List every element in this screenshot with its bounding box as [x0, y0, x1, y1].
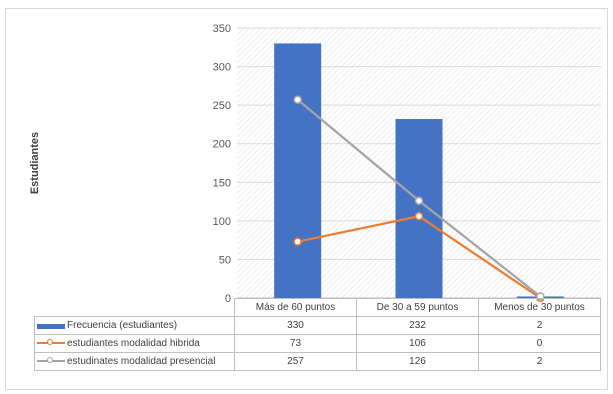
- y-tick-label: 100: [213, 216, 231, 228]
- table-cell: 232: [356, 316, 479, 335]
- y-axis-title: Estudiantes: [29, 131, 41, 195]
- bar: [395, 119, 443, 299]
- data-table-category-1: Más de 60 puntos: [234, 298, 357, 317]
- table-cell: 257: [234, 352, 357, 371]
- legend-bar-key-icon: [37, 323, 65, 329]
- legend-label-hibrida: estudiantes modalidad hibrida: [67, 338, 200, 349]
- y-tick-label: 250: [213, 100, 231, 112]
- y-tick-label: 350: [213, 23, 231, 35]
- data-table-category-3: Menos de 30 puntos: [478, 298, 601, 317]
- table-cell: 73: [234, 334, 357, 353]
- data-table-corner: [34, 298, 235, 317]
- legend-line-key-icon: [37, 338, 65, 348]
- y-tick-label: 150: [213, 177, 231, 189]
- data-table-category-2: De 30 a 59 puntos: [356, 298, 479, 317]
- y-tick-label: 200: [213, 139, 231, 151]
- line-point: [414, 211, 424, 221]
- legend-hibrida: estudiantes modalidad hibrida: [34, 334, 235, 353]
- data-table-row-frecuencia: Frecuencia (estudiantes) 330 232 2: [34, 316, 601, 335]
- table-cell: 330: [234, 316, 357, 335]
- legend-line-key-icon: [37, 356, 65, 366]
- table-cell: 2: [478, 316, 601, 335]
- data-table-row-hibrida: estudiantes modalidad hibrida 73 106 0: [34, 334, 601, 353]
- legend-presencial: estudinates modalidad presencial: [34, 352, 235, 371]
- table-cell: 126: [356, 352, 479, 371]
- line-point: [293, 95, 302, 104]
- data-table-row-presencial: estudinates modalidad presencial 257 126…: [34, 352, 601, 371]
- y-tick-label: 300: [213, 62, 231, 74]
- data-table: Más de 60 puntos De 30 a 59 puntos Menos…: [34, 298, 601, 371]
- line-point: [414, 196, 424, 206]
- table-cell: 2: [478, 352, 601, 371]
- legend-label-presencial: estudinates modalidad presencial: [67, 356, 216, 367]
- line-point: [293, 237, 302, 246]
- bar: [274, 43, 322, 298]
- legend-frecuencia: Frecuencia (estudiantes): [34, 316, 235, 335]
- table-cell: 106: [356, 334, 479, 353]
- data-table-header-row: Más de 60 puntos De 30 a 59 puntos Menos…: [34, 298, 601, 317]
- table-cell: 0: [478, 334, 601, 353]
- y-tick-label: 50: [219, 254, 231, 266]
- legend-label-frecuencia: Frecuencia (estudiantes): [67, 320, 178, 331]
